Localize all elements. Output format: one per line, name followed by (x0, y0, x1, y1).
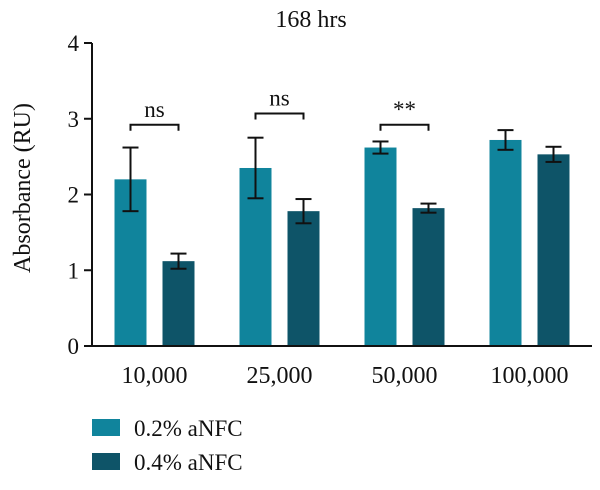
y-tick-label: 3 (68, 107, 80, 132)
legend-label: 0.4% aNFC (134, 450, 243, 475)
x-tick-label: 10,000 (122, 363, 188, 389)
bar (412, 208, 445, 346)
significance-label: ns (144, 97, 165, 122)
error-bars-group (122, 129, 562, 270)
x-tick-label: 100,000 (491, 363, 569, 389)
legend-swatch (92, 453, 120, 470)
bar (364, 147, 397, 346)
bar (537, 154, 570, 346)
bar (287, 211, 320, 346)
significance-label: ns (269, 85, 290, 110)
legend-swatch (92, 419, 120, 436)
significance-label: ** (393, 97, 416, 122)
legend-label: 0.2% aNFC (134, 416, 243, 441)
x-tick-label: 50,000 (372, 363, 438, 389)
y-tick-label: 0 (68, 334, 80, 359)
y-axis-ticks: 0 1 2 3 4 (68, 31, 92, 359)
significance-bracket (129, 123, 180, 131)
y-axis-label: Absorbance (RU) (10, 103, 36, 273)
x-tick-label: 25,000 (247, 363, 313, 389)
y-tick-label: 4 (68, 31, 80, 56)
axes (91, 43, 592, 347)
significance-bracket (379, 123, 430, 131)
significance-bracket (254, 112, 305, 120)
y-tick-label: 2 (68, 183, 80, 208)
y-tick-label: 1 (68, 258, 80, 283)
bars-group (114, 139, 570, 346)
legend: 0.2% aNFC 0.4% aNFC (92, 416, 243, 475)
significance-annotations: ns ns ** (129, 85, 430, 131)
bar (162, 261, 195, 346)
bar (489, 139, 522, 346)
x-axis-ticks: 10,000 25,000 50,000 100,000 (122, 363, 569, 389)
chart-title: 168 hrs (275, 7, 346, 33)
